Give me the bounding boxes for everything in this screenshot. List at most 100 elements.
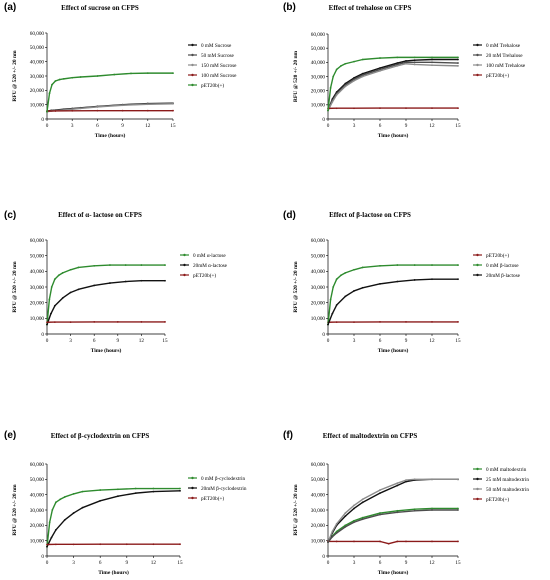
data-point xyxy=(396,482,399,485)
legend-marker xyxy=(476,253,479,257)
data-point xyxy=(387,542,390,545)
series-line xyxy=(327,63,459,111)
legend-label: 0 mM Trehalose xyxy=(486,43,521,49)
chart-title: Effect of β-lactose on CFPS xyxy=(329,211,411,219)
legend-label: pET20b(+) xyxy=(193,272,216,279)
legend-label: pET20b(+) xyxy=(201,495,224,502)
data-point xyxy=(361,501,364,504)
data-point xyxy=(335,68,338,71)
legend-marker xyxy=(476,53,479,57)
data-point xyxy=(140,321,143,323)
legend-label: 50 mM Sucrose xyxy=(201,53,235,59)
legend-label: 20mM β-cyclodextrin xyxy=(201,486,247,492)
data-point xyxy=(109,282,111,284)
data-point xyxy=(457,58,459,61)
data-point xyxy=(51,83,53,86)
x-tick-label: 12 xyxy=(429,123,435,129)
data-point xyxy=(331,530,334,533)
chart-panel-3: (c) Effect of α- lactose on CFPS 0 10,000 20… xyxy=(4,210,228,354)
legend-label: 0 mM β-lactose xyxy=(486,263,519,269)
data-point xyxy=(431,56,433,59)
data-point xyxy=(124,264,127,266)
data-point xyxy=(405,107,407,109)
data-point xyxy=(96,106,99,108)
x-tick-label: 6 xyxy=(379,338,382,344)
y-tick-label: 50,000 xyxy=(311,477,326,483)
data-point xyxy=(413,61,416,64)
data-point xyxy=(93,321,96,323)
data-point xyxy=(431,264,433,266)
series-line xyxy=(46,280,165,325)
data-point xyxy=(57,274,60,277)
legend-marker xyxy=(476,43,479,47)
data-point xyxy=(53,321,56,323)
data-point xyxy=(332,75,335,78)
data-point xyxy=(405,61,407,64)
data-point xyxy=(331,312,334,315)
y-tick-label: 50,000 xyxy=(311,46,326,52)
data-point xyxy=(457,64,459,67)
x-tick-label: 15 xyxy=(455,123,461,129)
data-point xyxy=(353,290,355,292)
legend-label: 0 mM Sucrose xyxy=(201,43,232,49)
series-line xyxy=(46,264,165,325)
data-point xyxy=(79,76,82,78)
y-tick-label: 10,000 xyxy=(311,103,326,109)
legend-label: 0 mM β-cyclodextrin xyxy=(201,476,246,482)
data-point xyxy=(413,56,416,59)
data-point xyxy=(379,68,381,71)
legend-marker xyxy=(191,53,194,57)
data-point xyxy=(457,62,459,64)
x-tick-label: 15 xyxy=(455,560,461,566)
x-tick-label: 9 xyxy=(121,123,124,129)
data-point xyxy=(413,508,416,511)
y-tick-label: 60,000 xyxy=(311,462,326,468)
data-point xyxy=(71,108,74,111)
x-tick-label: 0 xyxy=(46,123,49,129)
data-point xyxy=(327,323,329,326)
legend-marker xyxy=(191,486,194,490)
legend-label: 25 mM maltodextrin xyxy=(486,477,529,483)
data-point xyxy=(117,488,119,491)
data-point xyxy=(51,509,54,511)
x-tick-label: 0 xyxy=(46,338,49,344)
data-point xyxy=(396,509,399,512)
data-point xyxy=(331,535,334,538)
data-point xyxy=(329,86,332,89)
data-point xyxy=(48,521,51,524)
data-point xyxy=(61,272,64,274)
chart-title: Effect of sucrose on CFPS xyxy=(61,4,139,12)
y-axis-label: RFU @ 520 +/- 20 nm xyxy=(293,50,299,102)
data-point xyxy=(431,478,433,481)
panel-letter: (c) xyxy=(4,210,16,221)
data-point xyxy=(164,321,166,323)
panel-letter: (f) xyxy=(283,430,293,441)
data-point xyxy=(50,536,53,539)
data-point xyxy=(379,513,381,516)
data-point xyxy=(77,288,80,291)
series-line xyxy=(327,278,458,325)
data-point xyxy=(72,543,75,546)
data-point xyxy=(361,266,364,269)
legend-marker xyxy=(191,476,194,480)
y-tick-label: 20,000 xyxy=(30,300,45,306)
data-point xyxy=(353,79,355,82)
x-axis-label: Time (hours) xyxy=(98,569,129,576)
data-point xyxy=(53,304,56,307)
legend-label: 100 mM Trehalose xyxy=(486,63,526,69)
legend-label: 150 mM Sucrose xyxy=(201,63,237,69)
legend-label: 20 mM Trehalose xyxy=(486,53,523,59)
data-point xyxy=(58,78,61,81)
data-point xyxy=(413,279,416,281)
data-point xyxy=(396,540,399,543)
legend-label: pET20b(+) xyxy=(486,252,509,259)
x-axis-label: Time (hours) xyxy=(378,347,409,354)
x-tick-label: 0 xyxy=(46,560,49,566)
y-axis-label: RFU @ 520 +/- 20 nm xyxy=(12,50,18,102)
y-tick-label: 30,000 xyxy=(30,74,45,80)
data-point xyxy=(164,279,166,282)
data-point xyxy=(379,321,381,323)
data-point xyxy=(353,507,355,510)
data-point xyxy=(54,543,57,546)
y-tick-label: 60,000 xyxy=(30,31,45,37)
